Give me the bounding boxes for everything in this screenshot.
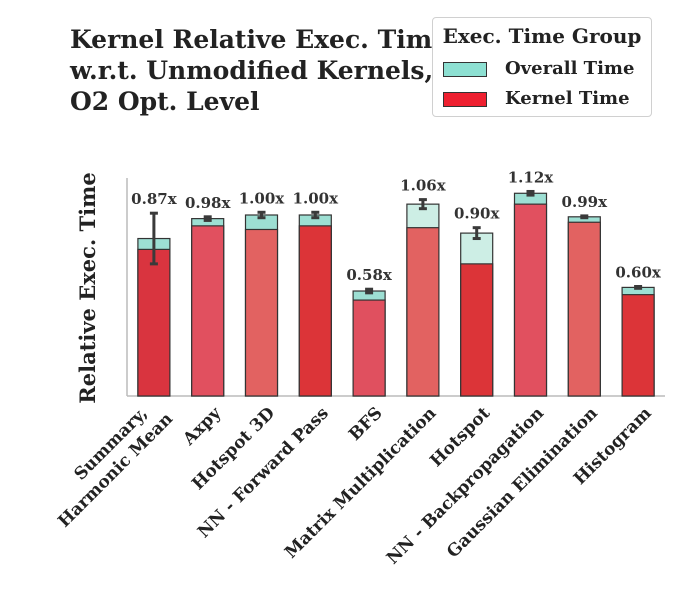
legend-swatch-kernel-time <box>443 92 487 107</box>
data-label: 0.60x <box>615 263 662 281</box>
bar-kernel-time <box>460 263 494 397</box>
y-axis-label: Relative Exec. Time <box>75 172 100 403</box>
data-label: 0.98x <box>185 194 232 212</box>
legend-label-overall-time: Overall Time <box>505 58 635 79</box>
data-label: 1.12x <box>508 168 555 186</box>
bar-kernel-time <box>567 221 601 397</box>
data-label: 1.06x <box>400 177 447 195</box>
x-tick-label: Summary,Harmonic Mean <box>39 393 177 531</box>
bar-kernel-time <box>513 203 548 397</box>
data-label: 0.99x <box>562 193 609 211</box>
x-tick-label: BFS <box>345 403 387 445</box>
chart-title-line-1: Kernel Relative Exec. Time <box>70 25 449 54</box>
data-label: 0.87x <box>131 190 178 208</box>
legend-swatch-overall-time <box>443 62 487 77</box>
bar-kernel-time <box>244 228 279 397</box>
data-label: 1.00x <box>293 189 340 207</box>
x-tick-label: Axpy <box>179 403 227 451</box>
legend-title: Exec. Time Group <box>442 24 642 48</box>
bar-kernel-time <box>137 248 171 397</box>
bar-kernel-time <box>298 225 332 397</box>
data-label: 1.00x <box>239 189 286 207</box>
bar-kernel-time <box>406 227 440 397</box>
data-label: 0.58x <box>346 266 393 284</box>
chart-title-line-2: w.r.t. Unmodified Kernels, <box>70 56 434 85</box>
legend-label-kernel-time: Kernel Time <box>505 88 630 109</box>
chart-title-line-3: O2 Opt. Level <box>70 87 260 116</box>
x-tick-label-line: BFS <box>345 403 387 445</box>
bar-kernel-time <box>621 294 655 397</box>
bar-kernel-time <box>191 225 225 397</box>
x-tick-label-line: Axpy <box>179 403 227 451</box>
legend: Exec. Time Group Overall Time Kernel Tim… <box>432 17 652 117</box>
bar-kernel-time <box>352 299 386 397</box>
data-label: 0.90x <box>454 205 501 223</box>
chart-title: Kernel Relative Exec. Time w.r.t. Unmodi… <box>70 24 449 117</box>
